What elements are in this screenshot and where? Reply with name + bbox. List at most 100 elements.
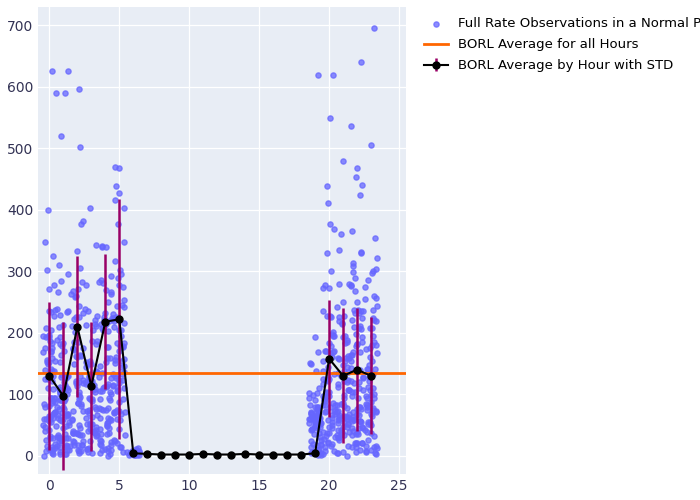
Full Rate Observations in a Normal Point: [346, 122, 357, 130]
Full Rate Observations in a Normal Point: [90, 340, 101, 348]
Full Rate Observations in a Normal Point: [371, 408, 382, 416]
Full Rate Observations in a Normal Point: [339, 338, 350, 346]
Full Rate Observations in a Normal Point: [355, 366, 366, 374]
Full Rate Observations in a Normal Point: [332, 449, 343, 457]
Full Rate Observations in a Normal Point: [103, 429, 114, 437]
Full Rate Observations in a Normal Point: [103, 404, 114, 412]
Full Rate Observations in a Normal Point: [305, 360, 316, 368]
Full Rate Observations in a Normal Point: [322, 438, 333, 446]
Full Rate Observations in a Normal Point: [47, 447, 58, 455]
Full Rate Observations in a Normal Point: [129, 449, 140, 457]
Full Rate Observations in a Normal Point: [120, 408, 131, 416]
Full Rate Observations in a Normal Point: [103, 418, 114, 426]
Full Rate Observations in a Normal Point: [356, 248, 367, 256]
Full Rate Observations in a Normal Point: [313, 416, 324, 424]
Full Rate Observations in a Normal Point: [323, 439, 334, 447]
Full Rate Observations in a Normal Point: [361, 406, 372, 414]
Full Rate Observations in a Normal Point: [113, 188, 125, 196]
Full Rate Observations in a Normal Point: [40, 366, 51, 374]
Full Rate Observations in a Normal Point: [342, 336, 353, 344]
Full Rate Observations in a Normal Point: [127, 450, 138, 458]
Full Rate Observations in a Normal Point: [108, 322, 120, 330]
Full Rate Observations in a Normal Point: [371, 444, 382, 452]
Full Rate Observations in a Normal Point: [134, 448, 145, 456]
Full Rate Observations in a Normal Point: [45, 434, 56, 442]
Full Rate Observations in a Normal Point: [318, 428, 329, 436]
Full Rate Observations in a Normal Point: [334, 436, 345, 444]
Full Rate Observations in a Normal Point: [71, 382, 82, 390]
Full Rate Observations in a Normal Point: [309, 448, 320, 456]
Full Rate Observations in a Normal Point: [339, 412, 350, 420]
Full Rate Observations in a Normal Point: [60, 395, 71, 403]
Full Rate Observations in a Normal Point: [60, 89, 71, 97]
Full Rate Observations in a Normal Point: [337, 156, 349, 164]
Full Rate Observations in a Normal Point: [314, 422, 326, 430]
Full Rate Observations in a Normal Point: [342, 352, 354, 360]
Full Rate Observations in a Normal Point: [47, 344, 58, 352]
Full Rate Observations in a Normal Point: [64, 442, 75, 450]
Full Rate Observations in a Normal Point: [342, 404, 353, 412]
Full Rate Observations in a Normal Point: [316, 441, 327, 449]
Full Rate Observations in a Normal Point: [355, 416, 366, 424]
Full Rate Observations in a Normal Point: [306, 450, 317, 458]
Full Rate Observations in a Normal Point: [355, 418, 366, 426]
Full Rate Observations in a Normal Point: [57, 321, 69, 329]
Full Rate Observations in a Normal Point: [124, 452, 135, 460]
BORL Average for all Hours: [46, 370, 54, 376]
Full Rate Observations in a Normal Point: [102, 444, 113, 452]
Full Rate Observations in a Normal Point: [113, 326, 125, 334]
Full Rate Observations in a Normal Point: [55, 444, 66, 452]
Full Rate Observations in a Normal Point: [332, 416, 343, 424]
Full Rate Observations in a Normal Point: [338, 312, 349, 320]
Full Rate Observations in a Normal Point: [94, 278, 105, 286]
Full Rate Observations in a Normal Point: [49, 410, 60, 418]
Full Rate Observations in a Normal Point: [52, 336, 63, 344]
Full Rate Observations in a Normal Point: [132, 450, 143, 458]
Full Rate Observations in a Normal Point: [342, 414, 354, 422]
Full Rate Observations in a Normal Point: [112, 302, 123, 310]
Full Rate Observations in a Normal Point: [305, 409, 316, 417]
Full Rate Observations in a Normal Point: [56, 416, 67, 424]
Full Rate Observations in a Normal Point: [348, 416, 359, 424]
Full Rate Observations in a Normal Point: [82, 444, 93, 452]
Full Rate Observations in a Normal Point: [80, 378, 91, 386]
Full Rate Observations in a Normal Point: [111, 313, 122, 321]
Full Rate Observations in a Normal Point: [72, 446, 83, 454]
Full Rate Observations in a Normal Point: [354, 417, 365, 425]
Full Rate Observations in a Normal Point: [344, 280, 355, 288]
Full Rate Observations in a Normal Point: [312, 411, 323, 419]
Full Rate Observations in a Normal Point: [356, 422, 368, 430]
Full Rate Observations in a Normal Point: [57, 403, 69, 411]
Full Rate Observations in a Normal Point: [363, 436, 374, 444]
Full Rate Observations in a Normal Point: [39, 427, 50, 435]
Full Rate Observations in a Normal Point: [338, 430, 349, 438]
Full Rate Observations in a Normal Point: [89, 403, 100, 411]
Full Rate Observations in a Normal Point: [321, 408, 332, 416]
Full Rate Observations in a Normal Point: [43, 206, 54, 214]
Full Rate Observations in a Normal Point: [305, 426, 316, 434]
Full Rate Observations in a Normal Point: [80, 362, 92, 370]
Full Rate Observations in a Normal Point: [345, 415, 356, 423]
Full Rate Observations in a Normal Point: [102, 298, 113, 306]
Full Rate Observations in a Normal Point: [106, 288, 117, 296]
Full Rate Observations in a Normal Point: [369, 234, 380, 241]
Full Rate Observations in a Normal Point: [119, 354, 130, 362]
Full Rate Observations in a Normal Point: [303, 394, 314, 402]
Full Rate Observations in a Normal Point: [94, 425, 106, 433]
Full Rate Observations in a Normal Point: [342, 378, 353, 386]
Full Rate Observations in a Normal Point: [95, 405, 106, 413]
Full Rate Observations in a Normal Point: [312, 406, 323, 413]
Full Rate Observations in a Normal Point: [305, 436, 316, 444]
Full Rate Observations in a Normal Point: [118, 362, 130, 370]
Full Rate Observations in a Normal Point: [312, 424, 323, 432]
Full Rate Observations in a Normal Point: [332, 380, 344, 388]
Full Rate Observations in a Normal Point: [339, 402, 350, 409]
Full Rate Observations in a Normal Point: [49, 444, 60, 452]
Full Rate Observations in a Normal Point: [62, 384, 73, 392]
Full Rate Observations in a Normal Point: [328, 328, 339, 336]
Full Rate Observations in a Normal Point: [63, 418, 74, 426]
Full Rate Observations in a Normal Point: [105, 416, 116, 424]
Full Rate Observations in a Normal Point: [72, 399, 83, 407]
Full Rate Observations in a Normal Point: [47, 354, 58, 362]
Full Rate Observations in a Normal Point: [88, 386, 99, 394]
